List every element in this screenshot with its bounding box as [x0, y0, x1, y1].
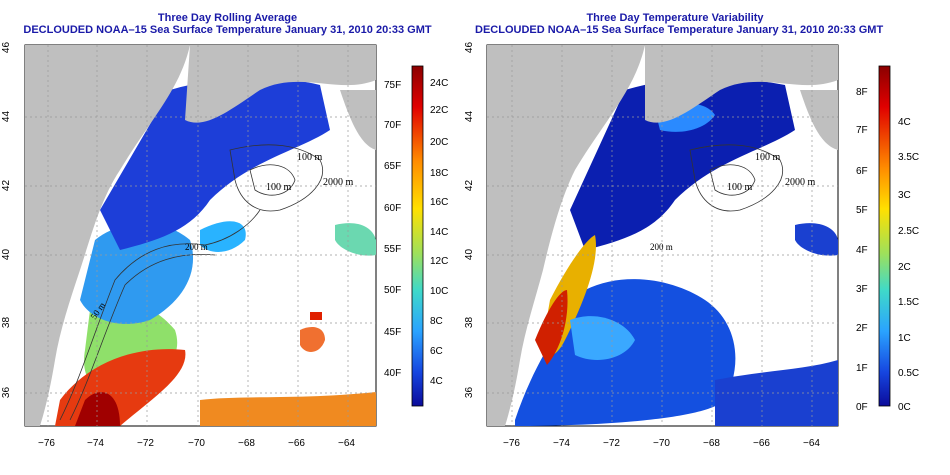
cb-c-label: 3.5C [898, 152, 920, 163]
lon-tick: −70 [653, 438, 670, 449]
lon-tick: −66 [753, 438, 770, 449]
lon-tick: −76 [503, 438, 520, 449]
cb-c-label: 10C [430, 286, 449, 297]
cb-f-label: 55F [384, 244, 402, 255]
right-colorbar [878, 65, 891, 407]
cb-c-label: 20C [430, 137, 449, 148]
contour-label: 100 m [755, 152, 781, 163]
cb-c-label: 24C [430, 78, 449, 89]
cb-c-label: 0.5C [898, 368, 920, 379]
cb-f-label: 65F [384, 161, 402, 172]
lon-tick: −72 [137, 438, 154, 449]
contour-label: 200 m [650, 242, 673, 252]
contour-label: 100 m [266, 182, 292, 193]
contour-label: 2000 m [785, 177, 816, 188]
left-map: 100 m 2000 m 100 m 200 m 50 m [24, 44, 424, 427]
right-title-line1: Three Day Temperature Variability [586, 12, 764, 24]
cb-c-label: 3C [898, 190, 911, 201]
cb-c-label: 16C [430, 197, 449, 208]
cb-f-label: 50F [384, 285, 402, 296]
cb-c-label: 6C [430, 346, 443, 357]
lon-tick: −74 [553, 438, 570, 449]
lat-tick: 44 [1, 110, 13, 123]
lat-tick: 38 [464, 316, 476, 329]
lon-tick: −76 [38, 438, 55, 449]
contour-label: 100 m [297, 152, 323, 163]
cb-f-label: 40F [384, 368, 402, 379]
lon-tick: −66 [288, 438, 305, 449]
cb-c-label: 8C [430, 316, 443, 327]
contour-label: 100 m [727, 182, 753, 193]
cb-f-label: 1F [856, 363, 868, 374]
right-title-line2: DECLOUDED NOAA–15 Sea Surface Temperatur… [475, 24, 884, 36]
lon-tick: −68 [703, 438, 720, 449]
lat-tick: 42 [1, 179, 13, 192]
cb-f-label: 8F [856, 87, 868, 98]
cb-f-label: 60F [384, 203, 402, 214]
left-title-line2: DECLOUDED NOAA–15 Sea Surface Temperatur… [23, 24, 432, 36]
left-title-line1: Three Day Rolling Average [157, 12, 298, 24]
contour-label: 2000 m [323, 177, 354, 188]
cb-f-label: 3F [856, 284, 868, 295]
cb-f-label: 75F [384, 80, 402, 91]
cb-f-label: 7F [856, 125, 868, 136]
left-colorbar [411, 65, 424, 407]
cb-c-label: 22C [430, 105, 449, 116]
cb-c-label: 1.5C [898, 297, 920, 308]
cb-c-label: 4C [430, 376, 443, 387]
lat-tick: 38 [1, 316, 13, 329]
lon-tick: −68 [238, 438, 255, 449]
lat-tick: 40 [464, 248, 476, 261]
cb-f-label: 45F [384, 327, 402, 338]
cb-f-label: 2F [856, 323, 868, 334]
contour-label: 200 m [185, 242, 208, 252]
lon-tick: −64 [803, 438, 820, 449]
lat-tick: 46 [464, 41, 476, 54]
cb-c-label: 12C [430, 256, 449, 267]
cb-c-label: 4C [898, 117, 911, 128]
lat-tick: 40 [1, 248, 13, 261]
cb-f-label: 4F [856, 245, 868, 256]
cb-f-label: 70F [384, 120, 402, 131]
lon-tick: −74 [87, 438, 104, 449]
lat-tick: 44 [464, 110, 476, 123]
cb-c-label: 0C [898, 402, 911, 413]
cb-f-label: 6F [856, 166, 868, 177]
lat-tick: 36 [1, 386, 13, 399]
cb-c-label: 18C [430, 168, 449, 179]
lon-tick: −70 [188, 438, 205, 449]
cb-c-label: 1C [898, 333, 911, 344]
lat-tick: 42 [464, 179, 476, 192]
cb-f-label: 0F [856, 402, 868, 413]
lat-tick: 36 [464, 386, 476, 399]
cb-f-label: 5F [856, 205, 868, 216]
lon-tick: −64 [338, 438, 355, 449]
cb-c-label: 14C [430, 227, 449, 238]
lon-tick: −72 [603, 438, 620, 449]
right-map: 100 m 2000 m 100 m 200 m [486, 44, 891, 427]
lat-tick: 46 [1, 41, 13, 54]
cb-c-label: 2C [898, 262, 911, 273]
cb-c-label: 2.5C [898, 226, 920, 237]
